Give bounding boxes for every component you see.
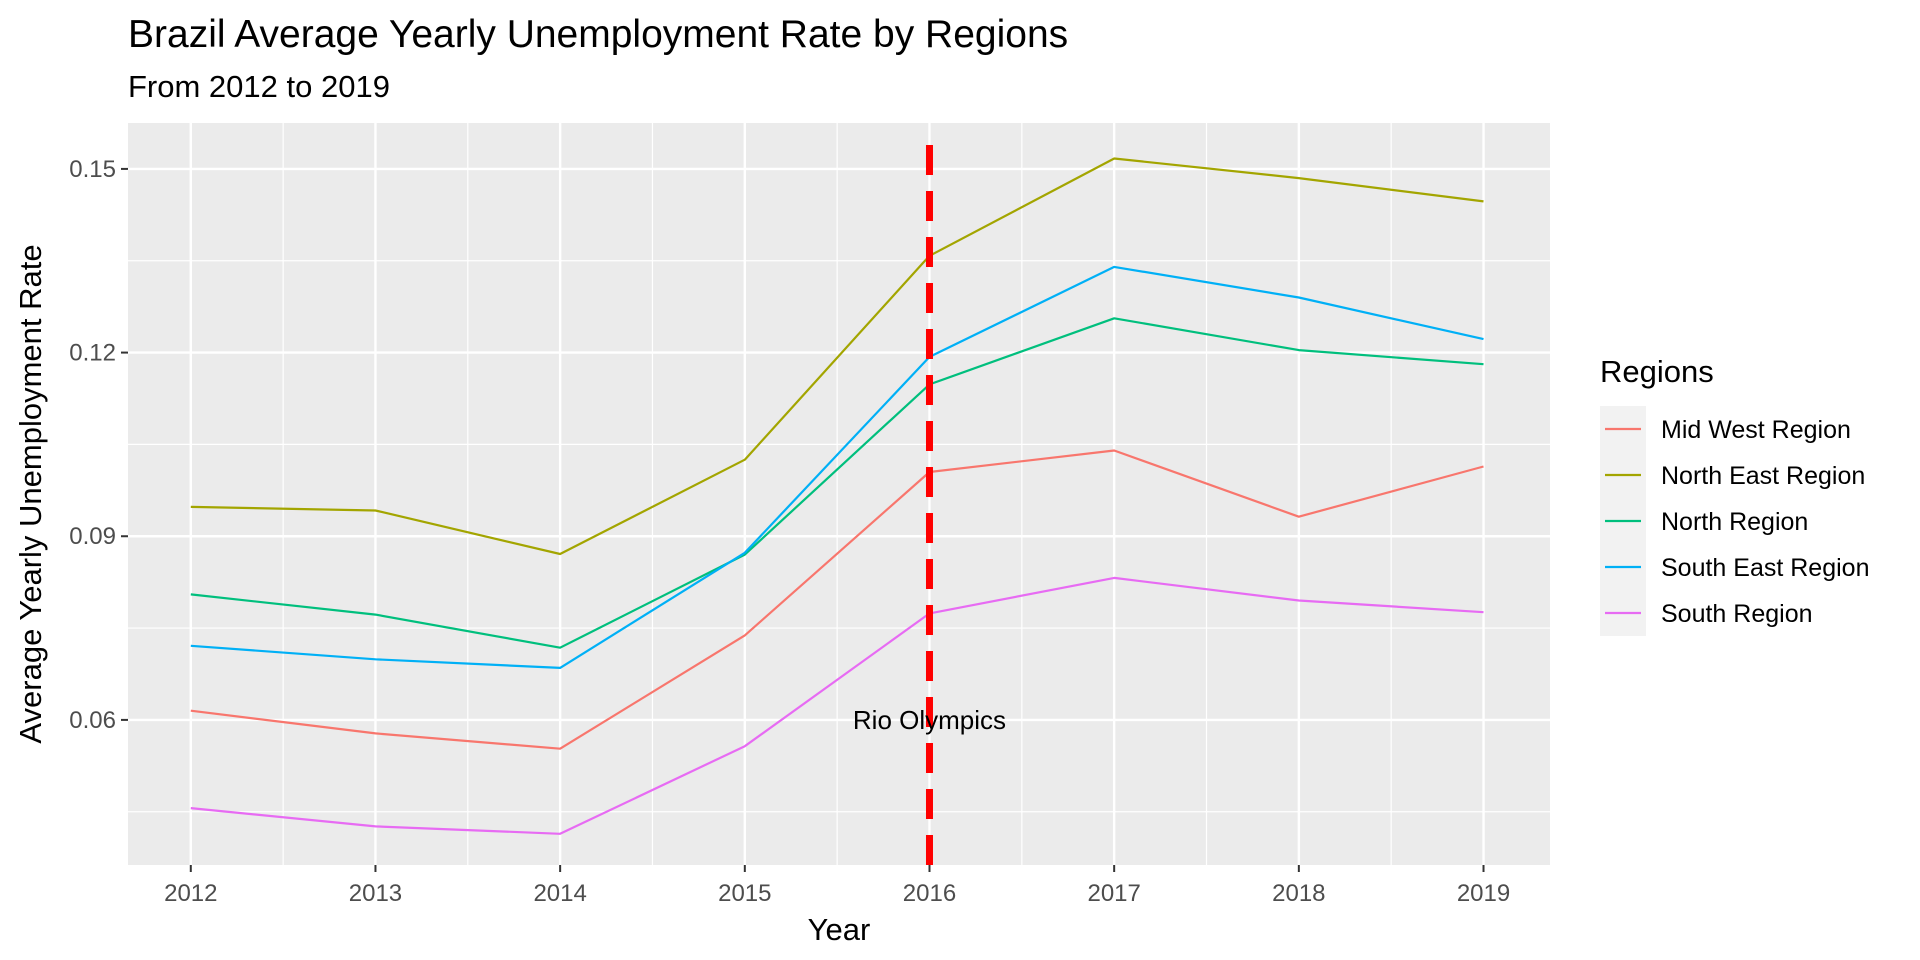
minor-gridlines xyxy=(128,123,1550,865)
plot-panel xyxy=(128,123,1550,865)
x-tick-label: 2013 xyxy=(349,880,402,907)
legend-item-north-region: North Region xyxy=(1600,498,1808,544)
major-gridlines xyxy=(128,123,1550,865)
y-tick-label: 0.12 xyxy=(69,340,116,367)
legend-item-south-east-region: South East Region xyxy=(1600,544,1869,590)
legend-title: Regions xyxy=(1600,354,1714,389)
y-tick-label: 0.09 xyxy=(69,523,116,550)
x-tick-label: 2018 xyxy=(1272,880,1325,907)
x-tick-label: 2019 xyxy=(1457,880,1510,907)
x-tick-label: 2012 xyxy=(164,880,217,907)
legend-label: North Region xyxy=(1661,508,1808,536)
legend-label: South Region xyxy=(1661,600,1813,628)
x-axis-title: Year xyxy=(808,912,871,947)
series-line-south-east-region xyxy=(190,265,1484,670)
x-tick-label: 2016 xyxy=(903,880,956,907)
x-tick-label: 2014 xyxy=(533,880,586,907)
legend-item-north-east-region: North East Region xyxy=(1600,452,1865,498)
annotation-layer: Rio Olympics xyxy=(853,705,1006,735)
series-lines xyxy=(190,157,1484,835)
legend-label: Mid West Region xyxy=(1661,416,1851,444)
legend-item-mid-west-region: Mid West Region xyxy=(1600,406,1851,452)
legend-label: North East Region xyxy=(1661,462,1865,490)
x-tick-label: 2015 xyxy=(718,880,771,907)
y-axis-title: Average Yearly Unemployment Rate xyxy=(13,244,48,743)
x-axis: 2012 2013 2014 2015 2016 2017 2018 2019 xyxy=(164,865,1510,907)
legend-label: South East Region xyxy=(1661,554,1869,582)
x-tick-label: 2017 xyxy=(1087,880,1140,907)
series-line-north-region xyxy=(190,317,1484,649)
y-axis: 0.06 0.09 0.12 0.15 xyxy=(69,156,128,734)
chart-subtitle: From 2012 to 2019 xyxy=(128,69,390,104)
series-line-south-region xyxy=(190,576,1484,835)
annotation-label: Rio Olympics xyxy=(853,705,1006,735)
series-line-north-east-region xyxy=(190,157,1484,556)
series-line-mid-west-region xyxy=(190,449,1484,750)
y-tick-label: 0.06 xyxy=(69,707,116,734)
chart-title: Brazil Average Yearly Unemployment Rate … xyxy=(128,13,1068,56)
legend-item-south-region: South Region xyxy=(1600,590,1813,636)
y-tick-label: 0.15 xyxy=(69,156,116,183)
legend: Regions Mid West Region North East Region… xyxy=(1600,354,1869,636)
